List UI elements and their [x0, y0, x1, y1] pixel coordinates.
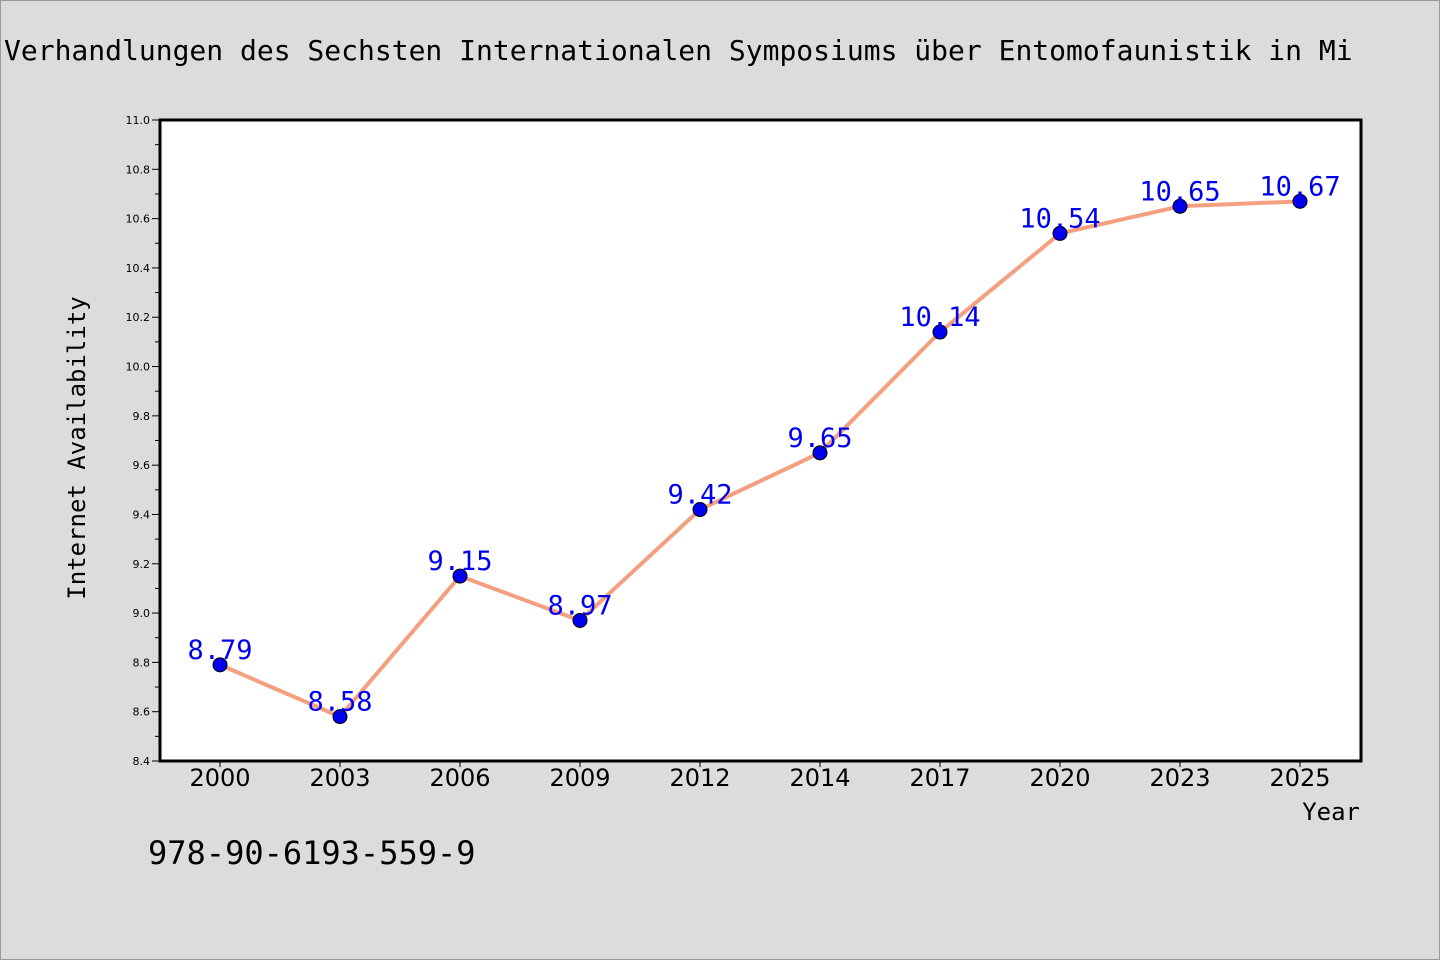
y-axis: 8.4 8.6 8.8 9.0 9.2 9.4 9.6 9.8 10.0 10.2 10.4 10.6…	[126, 114, 160, 768]
data-label: 8.58	[307, 687, 372, 718]
data-label: 10.67	[1259, 171, 1340, 202]
y-axis-label: Internet Availability	[63, 296, 91, 599]
data-label: 10.54	[1019, 203, 1100, 234]
x-axis-label: Year	[1302, 798, 1360, 826]
data-point	[1052, 225, 1068, 241]
data-label: 9.65	[787, 423, 852, 454]
data-point	[212, 657, 228, 673]
x-tick-label: 2014	[789, 764, 850, 792]
x-tick-label: 2017	[909, 764, 970, 792]
data-label: 9.15	[427, 546, 492, 577]
y-tick-label: 9.8	[133, 410, 151, 423]
x-tick-label: 2000	[189, 764, 250, 792]
data-label: 10.14	[899, 302, 980, 333]
data-label: 8.97	[547, 590, 612, 621]
data-label: 8.79	[187, 635, 252, 666]
y-tick-label: 10.2	[126, 311, 151, 324]
y-tick-label: 9.4	[133, 508, 151, 521]
data-point	[692, 502, 708, 518]
data-point	[332, 709, 348, 725]
y-tick-label: 9.2	[133, 558, 151, 571]
y-tick-label: 10.4	[126, 262, 151, 275]
x-tick-label: 2020	[1029, 764, 1090, 792]
x-tick-label: 2009	[549, 764, 610, 792]
data-label: 10.65	[1139, 176, 1220, 207]
x-tick-label: 2025	[1269, 764, 1330, 792]
data-point	[932, 324, 948, 340]
x-tick-label: 2006	[429, 764, 490, 792]
y-tick-label: 8.4	[133, 755, 151, 768]
data-point	[452, 568, 468, 584]
y-tick-label: 10.6	[126, 213, 151, 226]
x-tick-label: 2012	[669, 764, 730, 792]
y-tick-label: 8.8	[133, 656, 151, 669]
x-axis: 2000 2003 2006 2009 2012 2014 2017 2020 2023 2025	[189, 761, 1331, 792]
chart-title: Verhandlungen des Sechsten International…	[4, 34, 1353, 67]
data-label: 9.42	[667, 480, 732, 511]
series-line	[218, 199, 1302, 719]
y-tick-label: 9.6	[133, 459, 151, 472]
x-tick-label: 2003	[309, 764, 370, 792]
y-tick-label: 10.8	[126, 163, 151, 176]
y-tick-label: 8.6	[133, 706, 151, 719]
y-tick-label: 11.0	[126, 114, 151, 127]
x-tick-label: 2023	[1149, 764, 1210, 792]
plot-area	[158, 118, 1363, 763]
series-layer: 8.79 8.58 9.15 8.97 9.42 9.65 10.14 10.54 10.65 1…	[187, 171, 1341, 725]
y-tick-label: 10.0	[126, 361, 151, 374]
isbn-text: 978-90-6193-559-9	[148, 834, 476, 872]
data-point	[1172, 198, 1188, 214]
y-tick-label: 9.0	[133, 607, 151, 620]
data-point	[572, 612, 588, 628]
data-point	[812, 445, 828, 461]
data-point	[1292, 193, 1308, 209]
